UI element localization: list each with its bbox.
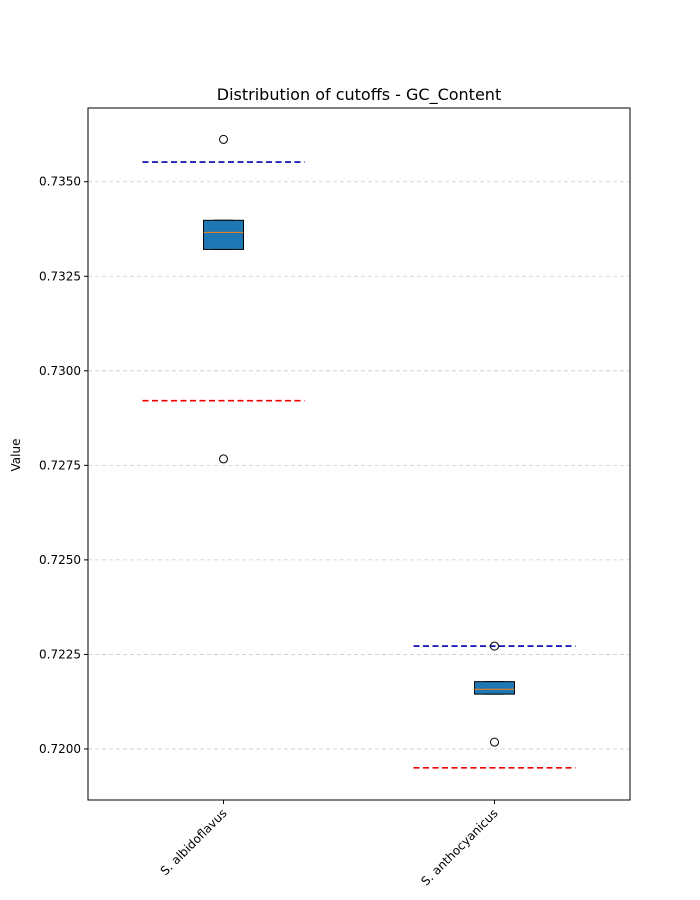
plot-frame	[87, 107, 631, 801]
y-axis-label: Value	[9, 439, 23, 472]
x-tick-label: S. anthocyanicus	[418, 806, 500, 888]
x-tick-label: S. albidoflavus	[158, 806, 230, 878]
outlier-point	[490, 737, 499, 747]
y-tick-label: 0.7350	[39, 175, 81, 189]
box	[474, 681, 515, 695]
y-axis-ticks: 0.7200 0.7225 0.7250 0.7275 0.7300 0.7325 0.73…	[39, 175, 88, 756]
outlier-point	[219, 134, 228, 144]
outlier-point	[490, 641, 499, 651]
y-tick-label: 0.7250	[39, 553, 81, 567]
chart-title: Distribution of cutoffs - GC_Content	[217, 85, 501, 105]
y-tick-label: 0.7200	[39, 742, 81, 756]
y-tick-label: 0.7325	[39, 269, 81, 283]
y-tick-label: 0.7300	[39, 364, 81, 378]
y-tick-label: 0.7275	[39, 458, 81, 472]
x-axis-ticks: S. albidoflavus S. anthocyanicus	[158, 800, 501, 888]
grid-lines	[88, 181, 630, 750]
box	[203, 219, 244, 250]
boxes	[203, 219, 515, 695]
y-tick-label: 0.7225	[39, 647, 81, 661]
outliers	[219, 134, 499, 747]
cutoff-lines	[142, 161, 576, 769]
outlier-point	[219, 454, 228, 464]
